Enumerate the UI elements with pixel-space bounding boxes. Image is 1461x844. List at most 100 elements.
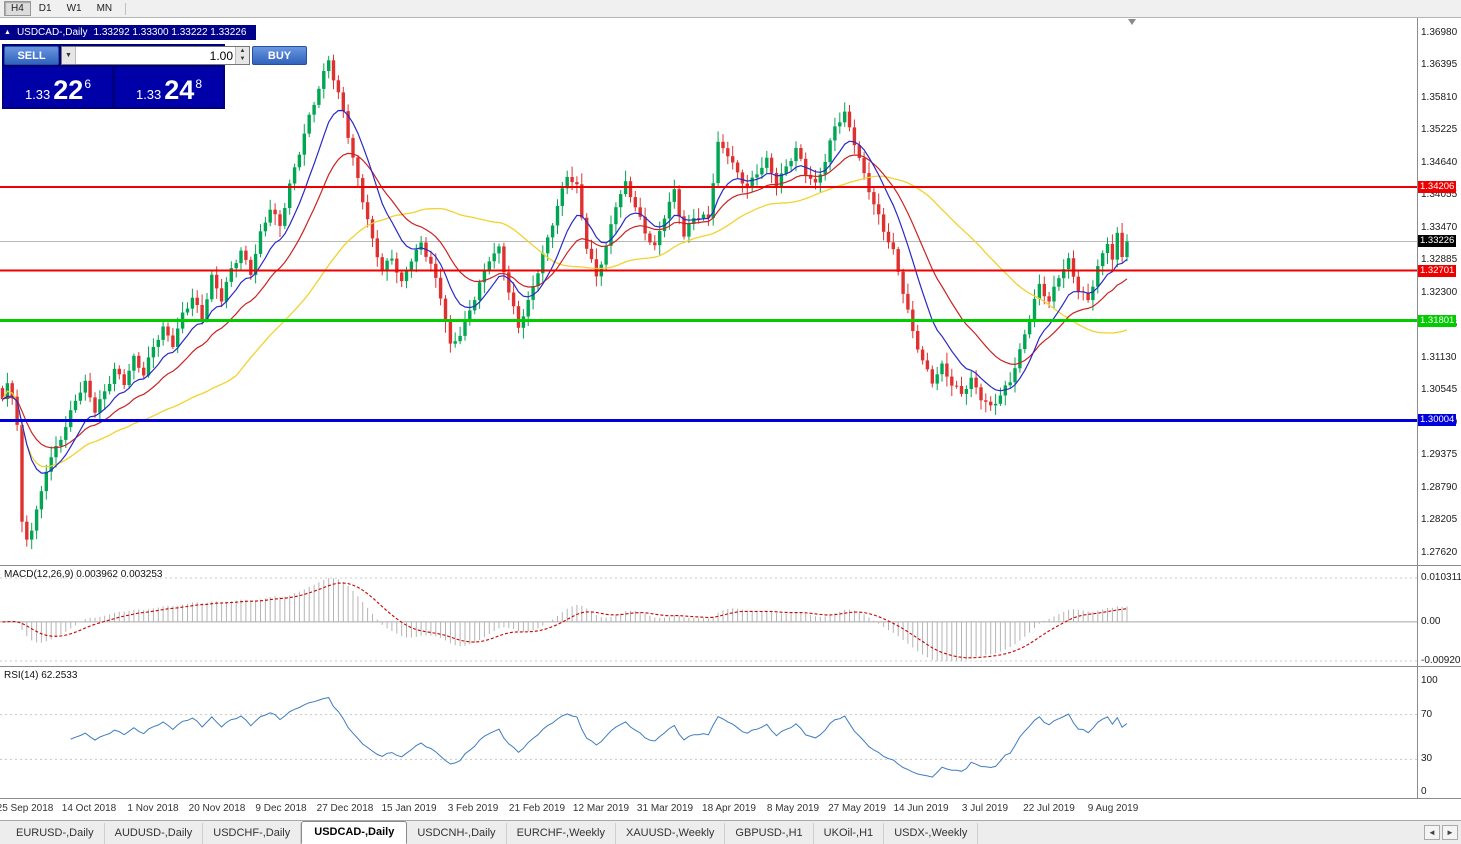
date-axis-label: 22 Jul 2019 <box>1023 803 1075 814</box>
macd-indicator-label: MACD(12,26,9) 0.003962 0.003253 <box>4 569 163 580</box>
price-axis-label: 1.33470 <box>1421 222 1458 233</box>
price-line-badge: 1.32701 <box>1418 265 1457 277</box>
date-axis-label: 27 Dec 2018 <box>316 803 374 814</box>
volume-input[interactable] <box>76 47 235 64</box>
tab-xauusd-weekly[interactable]: XAUUSD-,Weekly <box>616 823 726 844</box>
date-axis-label: 15 Jan 2019 <box>381 803 437 814</box>
date-axis-label: 27 May 2019 <box>828 803 886 814</box>
price-axis-label: 1.35225 <box>1421 124 1458 135</box>
price-axis-label: 1.30545 <box>1421 384 1458 395</box>
macd-axis[interactable]: 0.010311 0.00 -0.0092033 <box>1417 566 1461 666</box>
macd-scale-max: 0.010311 <box>1421 572 1461 583</box>
current-price-badge: 1.33226 <box>1418 235 1457 247</box>
candlestick-chart[interactable] <box>0 18 1417 565</box>
toolbar-separator <box>125 2 127 15</box>
sell-price-display[interactable]: 1.33 22 6 <box>4 67 112 107</box>
price-axis-label: 1.31130 <box>1421 352 1457 363</box>
date-axis-label: 9 Dec 2018 <box>255 803 307 814</box>
rsi-chart[interactable] <box>0 667 1417 798</box>
chart-ohlc-values: 1.33292 1.33300 1.33222 1.33226 <box>93 27 247 38</box>
tab-usdcnh-daily[interactable]: USDCNH-,Daily <box>407 823 507 844</box>
buy-button[interactable]: BUY <box>252 46 307 65</box>
date-axis[interactable]: 25 Sep 2018 14 Oct 2018 1 Nov 2018 20 Nov 2… <box>0 799 1461 820</box>
timeframe-toolbar: H4 D1 W1 MN <box>0 0 1461 18</box>
sell-price-prefix: 1.33 <box>24 87 51 102</box>
rsi-scale-0: 0 <box>1421 786 1427 797</box>
tab-scroll-right-icon[interactable]: ► <box>1442 825 1458 840</box>
date-axis-label: 9 Aug 2019 <box>1087 803 1139 814</box>
macd-panel: 0.010311 0.00 -0.0092033 MACD(12,26,9) 0… <box>0 566 1461 666</box>
date-axis-label: 18 Apr 2019 <box>702 803 756 814</box>
chart-tab-bar: EURUSD-,Daily AUDUSD-,Daily USDCHF-,Dail… <box>0 820 1461 844</box>
price-axis-label: 1.27620 <box>1421 547 1458 558</box>
timeframe-d1-button[interactable]: D1 <box>32 1 59 16</box>
date-axis-label: 8 May 2019 <box>766 803 820 814</box>
tab-eurusd-daily[interactable]: EURUSD-,Daily <box>6 823 105 844</box>
panel-splitter <box>0 798 1461 799</box>
panel-splitter[interactable] <box>0 666 1461 667</box>
date-axis-label: 14 Oct 2018 <box>61 803 117 814</box>
rsi-scale-100: 100 <box>1421 675 1438 686</box>
macd-chart[interactable] <box>0 566 1417 666</box>
date-axis-label: 14 Jun 2019 <box>893 803 949 814</box>
volume-down-icon[interactable]: ▼ <box>236 55 249 64</box>
tab-usdcad-daily[interactable]: USDCAD-,Daily <box>301 821 408 844</box>
tab-audusd-daily[interactable]: AUDUSD-,Daily <box>105 823 204 844</box>
rsi-scale-30: 30 <box>1421 753 1433 764</box>
macd-scale-zero: 0.00 <box>1421 616 1441 627</box>
price-axis-label: 1.35810 <box>1421 92 1458 103</box>
date-axis-label: 3 Feb 2019 <box>447 803 499 814</box>
rsi-indicator-label: RSI(14) 62.2533 <box>4 670 78 681</box>
rsi-scale-70: 70 <box>1421 709 1433 720</box>
timeframe-h4-button[interactable]: H4 <box>4 1 31 16</box>
tab-ukoil-h1[interactable]: UKOil-,H1 <box>814 823 885 844</box>
date-axis-label: 25 Sep 2018 <box>0 803 54 814</box>
price-axis-label: 1.32885 <box>1421 254 1458 265</box>
macd-scale-min: -0.0092033 <box>1421 655 1461 666</box>
price-chart-panel: 1.36980 1.36395 1.35810 1.35225 1.34640 1.340… <box>0 18 1461 565</box>
timeframe-mn-button[interactable]: MN <box>90 1 120 16</box>
date-axis-label: 21 Feb 2019 <box>508 803 566 814</box>
date-axis-label: 12 Mar 2019 <box>572 803 630 814</box>
rsi-panel: 100 70 30 0 RSI(14) 62.2533 <box>0 667 1461 798</box>
tab-usdchf-daily[interactable]: USDCHF-,Daily <box>203 823 302 844</box>
volume-control: ▼ ▲ ▼ <box>61 46 250 65</box>
price-axis[interactable]: 1.36980 1.36395 1.35810 1.35225 1.34640 1.340… <box>1417 18 1461 565</box>
volume-dropdown-icon[interactable]: ▼ <box>62 47 76 64</box>
tab-scroll-left-icon[interactable]: ◄ <box>1424 825 1440 840</box>
price-axis-label: 1.34640 <box>1421 157 1458 168</box>
buy-price-display[interactable]: 1.33 24 8 <box>115 67 223 107</box>
price-line-badge: 1.31801 <box>1418 315 1457 327</box>
price-line-badge: 1.30004 <box>1418 414 1457 426</box>
date-axis-label: 1 Nov 2018 <box>127 803 179 814</box>
sell-button[interactable]: SELL <box>4 46 59 65</box>
tab-usdx-weekly[interactable]: USDX-,Weekly <box>884 823 979 844</box>
price-axis-label: 1.28205 <box>1421 514 1458 525</box>
tab-eurchf-weekly[interactable]: EURCHF-,Weekly <box>507 823 616 844</box>
sell-price-point: 6 <box>84 77 92 91</box>
collapse-triangle-icon: ▲ <box>4 29 11 36</box>
price-axis-label: 1.36395 <box>1421 59 1458 70</box>
rsi-axis[interactable]: 100 70 30 0 <box>1417 667 1461 798</box>
price-axis-label: 1.36980 <box>1421 27 1458 38</box>
price-axis-label: 1.32300 <box>1421 287 1458 298</box>
tab-scroll-buttons: ◄ ► <box>1424 825 1458 840</box>
date-axis-label: 31 Mar 2019 <box>636 803 694 814</box>
chart-symbol-title: USDCAD-,Daily <box>16 27 88 38</box>
tab-gbpusd-h1[interactable]: GBPUSD-,H1 <box>725 823 814 844</box>
panel-splitter[interactable] <box>0 565 1461 566</box>
date-axis-label: 3 Jul 2019 <box>961 803 1009 814</box>
timeframe-w1-button[interactable]: W1 <box>60 1 89 16</box>
date-axis-label: 20 Nov 2018 <box>188 803 246 814</box>
sell-price-pips: 22 <box>53 75 84 105</box>
price-line-badge: 1.34206 <box>1418 181 1457 193</box>
buy-price-pips: 24 <box>164 75 195 105</box>
volume-up-icon[interactable]: ▲ <box>236 47 249 56</box>
price-axis-label: 1.28790 <box>1421 482 1458 493</box>
chart-title-bar[interactable]: ▲ USDCAD-,Daily 1.33292 1.33300 1.33222 … <box>0 25 257 40</box>
buy-price-prefix: 1.33 <box>135 87 162 102</box>
price-axis-label: 1.34055 <box>1421 189 1458 200</box>
price-axis-label: 1.29375 <box>1421 449 1458 460</box>
